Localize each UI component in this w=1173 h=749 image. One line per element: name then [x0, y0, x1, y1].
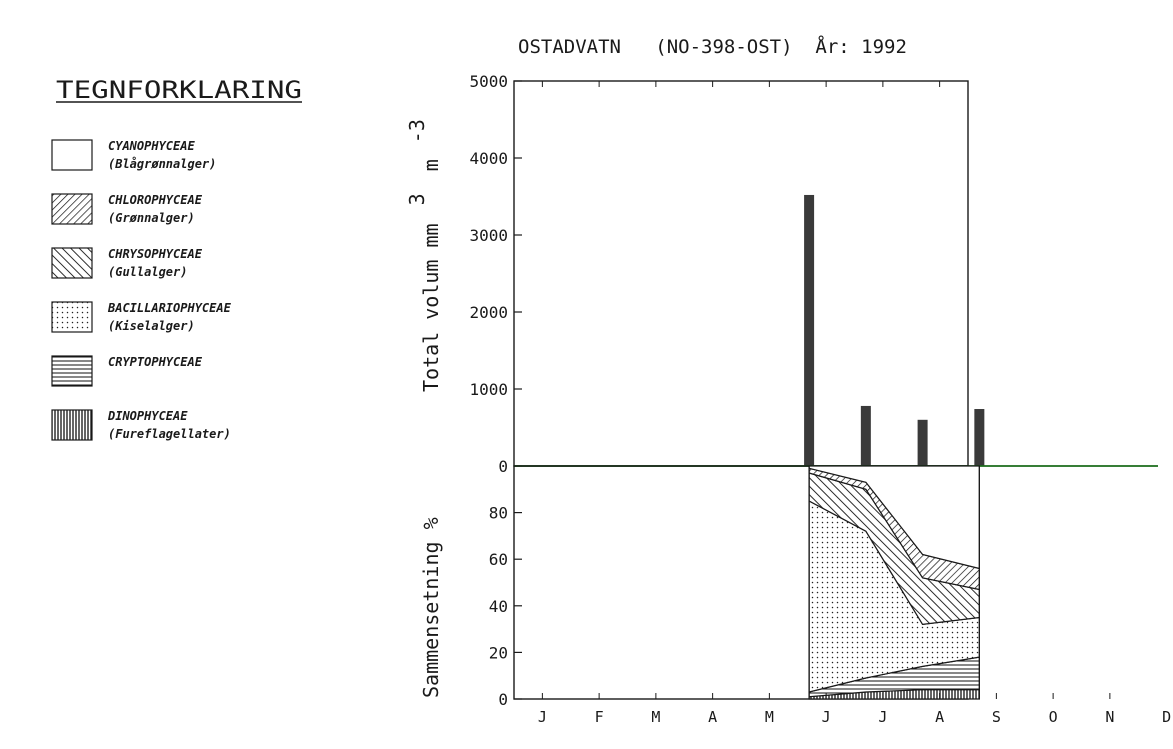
month-label: J [822, 708, 831, 726]
top-y-tick-label: 3000 [469, 226, 508, 245]
legend-swatch-bacil [51, 301, 93, 333]
month-label: S [992, 708, 1001, 726]
legend-item-chryso: CHRYSOPHYCEAE (Gullalger) [51, 247, 203, 279]
bottom-y-axis: 0 20 40 60 80 [489, 504, 522, 709]
volume-bar [974, 409, 985, 466]
volume-bar [917, 419, 928, 466]
legend-item-crypto: CRYPTOPHYCEAE [51, 355, 203, 387]
chart-title: OSTADVATN (NO-398-OST) År: 1992 [518, 35, 907, 58]
top-y-tick-label: 0 [498, 457, 508, 476]
legend-label: CRYPTOPHYCEAE [108, 355, 203, 369]
top-y-tick-label: 4000 [469, 149, 508, 168]
legend-sublabel: (Grønnalger) [108, 211, 195, 225]
top-bars [804, 194, 985, 466]
legend-label: BACILLARIOPHYCEAE [107, 301, 232, 315]
legend-item-cyano: CYANOPHYCEAE (Blågrønnalger) [51, 139, 216, 171]
legend-label: CHRYSOPHYCEAE [108, 247, 203, 261]
legend-swatch-cyano [51, 139, 93, 171]
month-label: N [1105, 708, 1114, 726]
month-label: J [878, 708, 887, 726]
month-label: M [765, 708, 774, 726]
ylabel-main: Total volum mm [419, 223, 443, 392]
top-y-axis: 0 1000 2000 3000 4000 5000 [469, 72, 941, 476]
month-label: M [651, 708, 660, 726]
month-label: D [1162, 708, 1171, 726]
legend-heading: TEGNFORKLARING [56, 76, 302, 104]
legend-sublabel: (Gullalger) [108, 265, 187, 279]
legend-swatch-crypto [51, 355, 93, 387]
top-y-axis-label: Total volum mm 3 m -3 [405, 119, 443, 392]
bottom-y-tick-label: 60 [489, 550, 508, 569]
volume-bar [860, 405, 871, 466]
month-label: J [538, 708, 547, 726]
legend-label: CHLOROPHYCEAE [108, 193, 203, 207]
legend-swatch-dino [51, 409, 93, 441]
top-panel: 0 1000 2000 3000 4000 5000 Total volum mm 3 m… [405, 72, 1158, 476]
bottom-y-axis-label: Sammensetning % [419, 517, 443, 698]
top-plot-frame [513, 80, 969, 467]
legend-sublabel: (Blågrønnalger) [108, 157, 216, 171]
top-y-tick-label: 2000 [469, 303, 508, 322]
month-label: A [708, 708, 717, 726]
legend-swatch-chloro [51, 193, 93, 225]
bottom-y-tick-label: 20 [489, 643, 508, 662]
bottom-panel: 0 20 40 60 80 J F M A M J J A S O N D Sammensetning % [419, 465, 1171, 726]
month-label: F [595, 708, 604, 726]
month-label: O [1049, 708, 1058, 726]
legend-swatch-chryso [51, 247, 93, 279]
bottom-y-tick-label: 0 [498, 690, 508, 709]
legend-item-chloro: CHLOROPHYCEAE (Grønnalger) [51, 193, 203, 225]
month-label: A [935, 708, 944, 726]
volume-bar [804, 194, 815, 466]
legend: CYANOPHYCEAE (Blågrønnalger) CHLOROPHYCEAE… [51, 139, 232, 441]
bottom-y-tick-label: 80 [489, 504, 508, 523]
ylabel-unit: 3 [405, 193, 429, 205]
ylabel-unit2: m [419, 159, 443, 171]
legend-item-bacil: BACILLARIOPHYCEAE (Kiselalger) [51, 301, 232, 333]
legend-item-dino: DINOPHYCEAE (Fureflagellater) [51, 409, 231, 441]
legend-sublabel: (Fureflagellater) [108, 427, 231, 441]
top-y-tick-label: 1000 [469, 380, 508, 399]
legend-label: DINOPHYCEAE [107, 409, 188, 423]
svg-text:Total volum mm 3: Total volum mm 3 m -3 [405, 119, 443, 392]
bottom-y-tick-label: 40 [489, 597, 508, 616]
ylabel-exponent: -3 [405, 119, 429, 143]
composition-areas [808, 465, 980, 700]
legend-label: CYANOPHYCEAE [108, 139, 195, 153]
legend-sublabel: (Kiselalger) [108, 319, 195, 333]
top-y-tick-label: 5000 [469, 72, 508, 91]
